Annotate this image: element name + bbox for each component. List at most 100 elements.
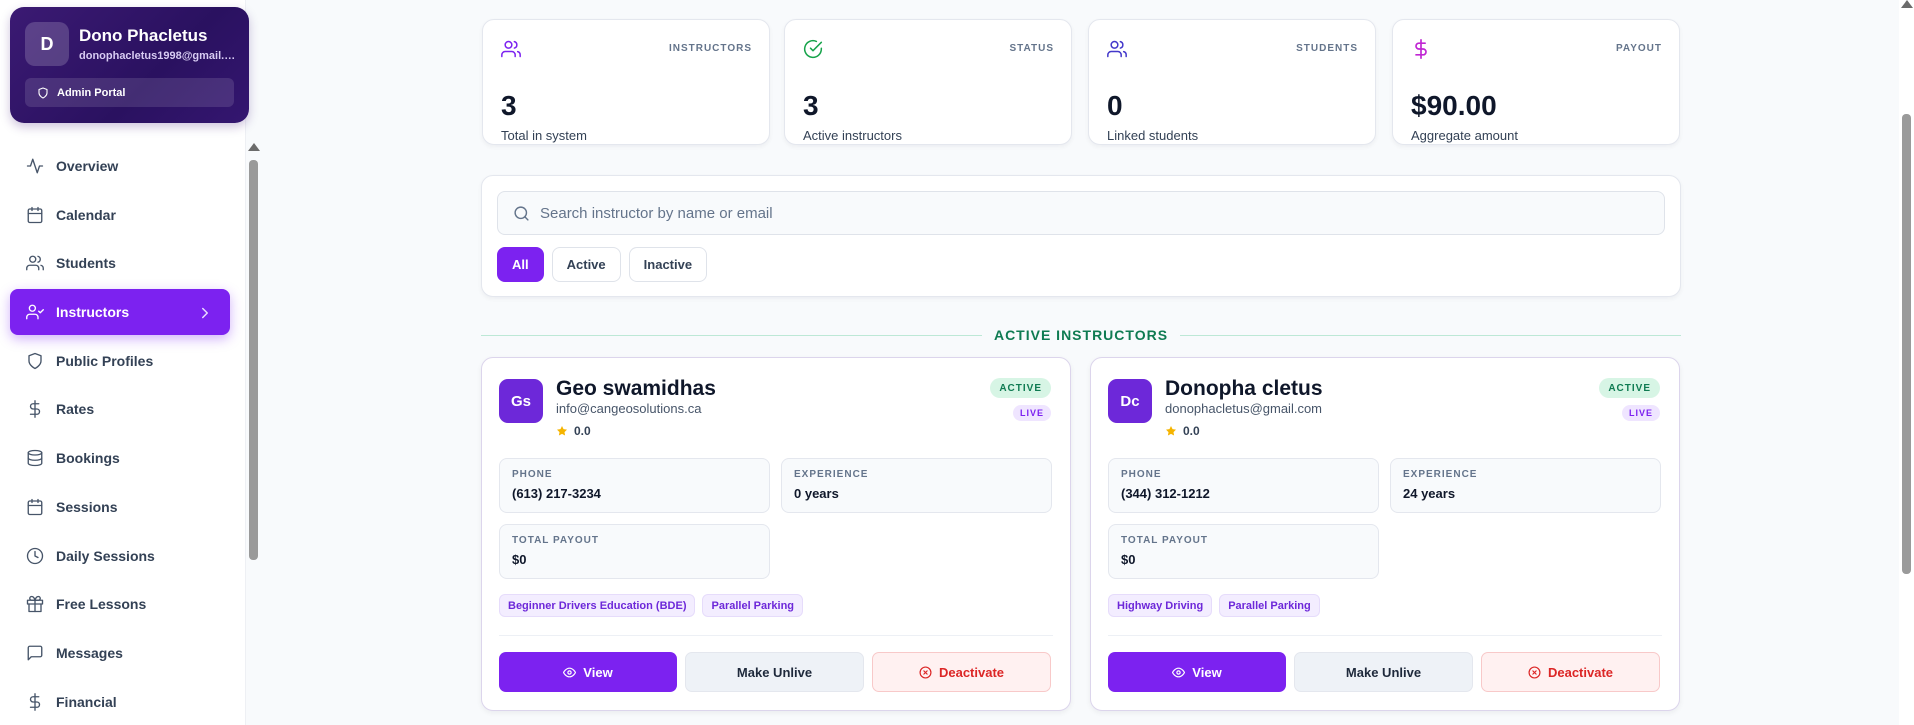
admin-portal-label: Admin Portal [57, 86, 126, 99]
live-badge: LIVE [1621, 405, 1660, 421]
deactivate-label: Deactivate [938, 664, 1005, 680]
view-label: View [583, 664, 613, 680]
view-button[interactable]: View [1108, 652, 1286, 692]
make-unlive-button[interactable]: Make Unlive [685, 652, 864, 692]
stat-card-instructors: INSTRUCTORS 3 Total in system [482, 19, 770, 145]
stat-value: 3 [803, 90, 819, 121]
users-icon [25, 254, 44, 273]
filter-all-button[interactable]: All [497, 247, 544, 282]
specialty-tag: Highway Driving [1108, 594, 1213, 617]
experience-label: EXPERIENCE [1403, 469, 1478, 480]
user-check-icon [25, 303, 44, 322]
calendar-icon [25, 497, 44, 516]
message-icon [25, 643, 44, 662]
experience-value: 0 years [794, 486, 839, 501]
phone-box: PHONE (344) 312-1212 [1108, 458, 1379, 513]
stat-subtitle: Total in system [501, 128, 587, 143]
main-scrollbar[interactable] [1899, 0, 1914, 725]
view-label: View [1192, 664, 1222, 680]
sidebar-item-instructors[interactable]: Instructors [10, 289, 230, 336]
gift-icon [25, 595, 44, 614]
sidebar-item-label: Public Profiles [56, 352, 154, 369]
rating-value: 0.0 [1183, 424, 1200, 438]
instructor-name: Donopha cletus [1165, 377, 1323, 400]
scroll-up-arrow-icon[interactable] [248, 143, 260, 151]
deactivate-button[interactable]: Deactivate [872, 652, 1051, 692]
scroll-up-arrow-icon[interactable] [1901, 0, 1913, 8]
experience-box: EXPERIENCE 0 years [781, 458, 1052, 513]
sidebar-item-public-profiles[interactable]: Public Profiles [10, 338, 230, 384]
stat-card-status: STATUS 3 Active instructors [784, 19, 1072, 145]
stat-value: 0 [1107, 90, 1123, 121]
instructor-rating: 0.0 [556, 424, 591, 438]
filter-inactive-button[interactable]: Inactive [628, 247, 708, 282]
stat-subtitle: Aggregate amount [1411, 128, 1518, 143]
sidebar-item-financial[interactable]: Financial [10, 679, 230, 725]
instructor-avatar: Dc [1108, 379, 1152, 423]
stat-tag: INSTRUCTORS [668, 43, 752, 54]
users-icon [1107, 40, 1127, 58]
payout-label: TOTAL PAYOUT [1121, 535, 1209, 546]
check-circle-icon [803, 39, 823, 58]
x-circle-icon [1528, 665, 1541, 679]
stat-tag: STUDENTS [1296, 43, 1358, 54]
sidebar-item-rates[interactable]: Rates [10, 386, 230, 432]
sidebar: D Dono Phacletus donophacletus1998@gmail… [0, 0, 260, 725]
make-unlive-button[interactable]: Make Unlive [1294, 652, 1473, 692]
sidebar-item-label: Sessions [56, 498, 118, 515]
filter-active-button[interactable]: Active [551, 247, 621, 282]
sidebar-scrollbar[interactable] [248, 143, 260, 725]
sidebar-item-students[interactable]: Students [10, 240, 230, 286]
instructor-email: info@cangeosolutions.ca [556, 401, 702, 416]
calendar-icon [25, 205, 44, 224]
view-button[interactable]: View [499, 652, 677, 692]
experience-value: 24 years [1403, 486, 1456, 501]
stat-card-students: STUDENTS 0 Linked students [1088, 19, 1376, 145]
search-icon [514, 205, 529, 221]
deactivate-label: Deactivate [1547, 664, 1614, 680]
sidebar-item-daily-sessions[interactable]: Daily Sessions [10, 533, 230, 579]
stat-value: $90.00 [1411, 90, 1497, 121]
section-title: ACTIVE INSTRUCTORS [481, 327, 1681, 345]
filter-panel: All Active Inactive [481, 175, 1681, 297]
phone-label: PHONE [512, 469, 553, 480]
x-circle-icon [919, 665, 932, 679]
admin-portal-badge[interactable]: Admin Portal [25, 78, 234, 107]
search-input[interactable] [540, 204, 1640, 222]
sidebar-item-free-lessons[interactable]: Free Lessons [10, 581, 230, 627]
sidebar-item-sessions[interactable]: Sessions [10, 484, 230, 530]
dollar-icon [25, 400, 44, 419]
specialty-tags: Beginner Drivers Education (BDE) Paralle… [499, 594, 804, 617]
stat-value: 3 [501, 90, 517, 121]
eye-icon [1172, 667, 1186, 677]
experience-box: EXPERIENCE 24 years [1390, 458, 1661, 513]
sidebar-item-messages[interactable]: Messages [10, 630, 230, 676]
sidebar-item-overview[interactable]: Overview [10, 143, 230, 189]
specialty-tags: Highway Driving Parallel Parking [1108, 594, 1320, 617]
eye-icon [563, 667, 577, 677]
sidebar-item-label: Students [56, 255, 116, 272]
sidebar-item-bookings[interactable]: Bookings [10, 435, 230, 481]
stat-card-payout: PAYOUT $90.00 Aggregate amount [1392, 19, 1680, 145]
shield-icon [25, 351, 44, 370]
search-box[interactable] [497, 191, 1665, 235]
specialty-tag: Parallel Parking [1219, 594, 1320, 617]
phone-label: PHONE [1121, 469, 1162, 480]
instructor-card: Gs Geo swamidhas info@cangeosolutions.ca… [481, 357, 1071, 711]
profile-email: donophacletus1998@gmail.com [79, 50, 239, 62]
sidebar-item-calendar[interactable]: Calendar [10, 192, 230, 238]
status-filter-group: All Active Inactive [497, 247, 708, 282]
avatar: D [25, 22, 69, 66]
phone-value: (613) 217-3234 [512, 486, 601, 501]
scrollbar-thumb[interactable] [1902, 114, 1911, 574]
scrollbar-thumb[interactable] [249, 160, 258, 560]
sidebar-item-label: Calendar [56, 206, 116, 223]
sidebar-item-label: Rates [56, 401, 95, 418]
phone-box: PHONE (613) 217-3234 [499, 458, 770, 513]
sidebar-item-label: Free Lessons [56, 596, 147, 613]
card-divider [1108, 635, 1662, 636]
profile-card[interactable]: D Dono Phacletus donophacletus1998@gmail… [10, 7, 249, 123]
deactivate-button[interactable]: Deactivate [1481, 652, 1660, 692]
payout-box: TOTAL PAYOUT $0 [499, 524, 770, 579]
